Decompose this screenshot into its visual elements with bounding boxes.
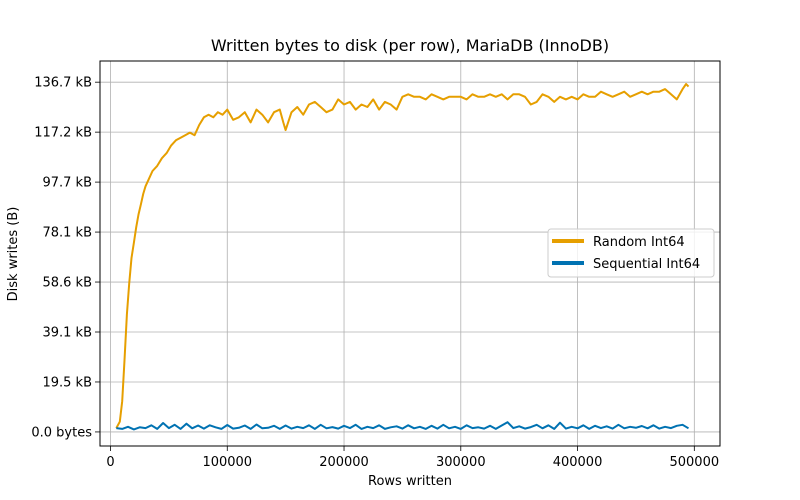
- x-tick-label: 0: [106, 455, 114, 470]
- chart-title: Written bytes to disk (per row), MariaDB…: [211, 36, 609, 55]
- y-tick-label: 58.6 kB: [42, 276, 92, 291]
- legend-label-random-int64: Random Int64: [593, 235, 685, 250]
- y-tick-label: 97.7 kB: [42, 176, 92, 191]
- plot-frame: [99, 60, 721, 447]
- x-tick-label: 300000: [436, 455, 486, 470]
- x-axis-label: Rows written: [368, 474, 452, 489]
- y-tick-label: 0.0 bytes: [31, 425, 92, 440]
- x-tick-label: 500000: [669, 455, 719, 470]
- legend-box: [547, 228, 715, 278]
- y-tick-label: 117.2 kB: [34, 126, 92, 141]
- x-tick-label: 400000: [553, 455, 603, 470]
- y-tick-label: 39.1 kB: [42, 326, 92, 341]
- series-line-sequential-int64: [116, 421, 690, 431]
- y-tick-label: 78.1 kB: [42, 226, 92, 241]
- y-tick-label: 19.5 kB: [42, 375, 92, 390]
- series-line-random-int64: [115, 83, 690, 429]
- legend-label-sequential-int64: Sequential Int64: [593, 257, 700, 272]
- legend: Random Int64 Sequential Int64: [547, 228, 715, 278]
- series-lines: [115, 83, 690, 431]
- y-axis-label: Disk writes (B): [6, 207, 21, 302]
- x-tick-label: 200000: [319, 455, 369, 470]
- x-tick-label: 100000: [202, 455, 252, 470]
- y-axis-ticks: 0.0 bytes 19.5 kB 39.1 kB 58.6 kB 78.1 kB 97.…: [31, 76, 100, 440]
- y-tick-label: 136.7 kB: [34, 76, 92, 91]
- x-axis-ticks: 0 100000 200000 300000 400000 500000: [106, 446, 719, 470]
